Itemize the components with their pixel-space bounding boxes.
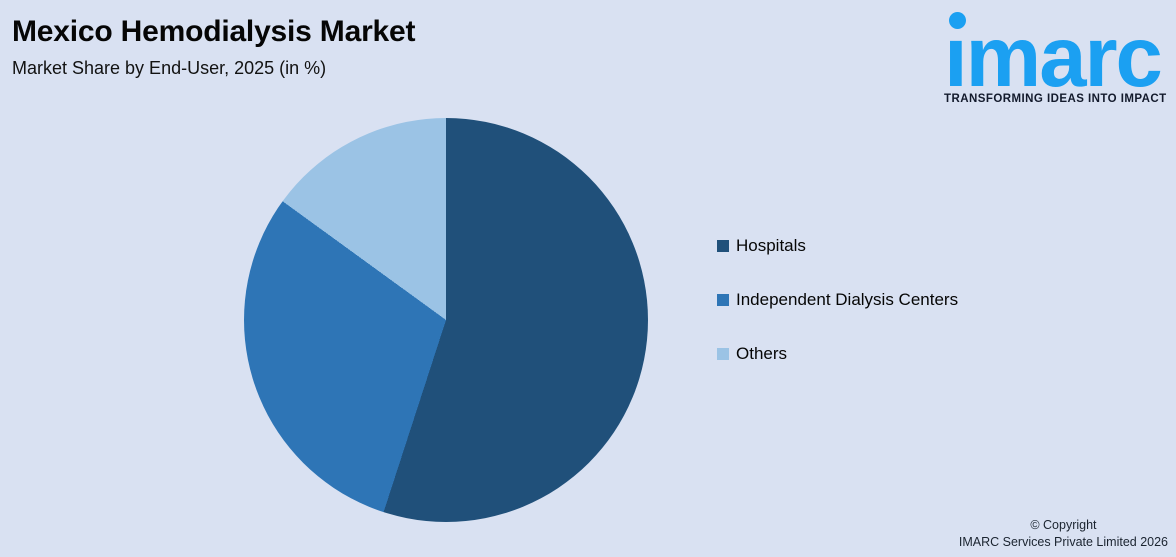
- logo-dot-icon: [949, 12, 966, 29]
- imarc-logo: ımarc TRANSFORMING IDEAS INTO IMPACT: [944, 10, 1174, 105]
- legend-item-others: Others: [717, 344, 958, 364]
- header: Mexico Hemodialysis Market Market Share …: [12, 14, 416, 79]
- legend-label-hospitals: Hospitals: [736, 236, 806, 255]
- legend-item-hospitals: Hospitals: [717, 236, 958, 256]
- page-title: Mexico Hemodialysis Market: [12, 15, 416, 48]
- legend-swatch-independent-dialysis-centers-icon: [717, 294, 729, 306]
- legend-swatch-others-icon: [717, 348, 729, 360]
- page-subtitle: Market Share by End-User, 2025 (in %): [12, 58, 327, 78]
- pie-chart: [244, 118, 648, 522]
- logo-tagline: TRANSFORMING IDEAS INTO IMPACT: [944, 93, 1167, 105]
- copyright-line1: © Copyright: [1030, 518, 1097, 532]
- legend-label-independent-dialysis-centers: Independent Dialysis Centers: [736, 290, 959, 309]
- legend: Hospitals Independent Dialysis Centers O…: [717, 236, 958, 398]
- copyright: © Copyright IMARC Services Private Limit…: [959, 517, 1168, 551]
- legend-swatch-hospitals-icon: [717, 240, 729, 252]
- legend-label-others: Others: [736, 344, 788, 363]
- copyright-line2: IMARC Services Private Limited 2026: [958, 535, 1168, 549]
- logo-wordmark: ımarc: [944, 10, 1163, 105]
- legend-item-independent-dialysis-centers: Independent Dialysis Centers: [717, 290, 958, 310]
